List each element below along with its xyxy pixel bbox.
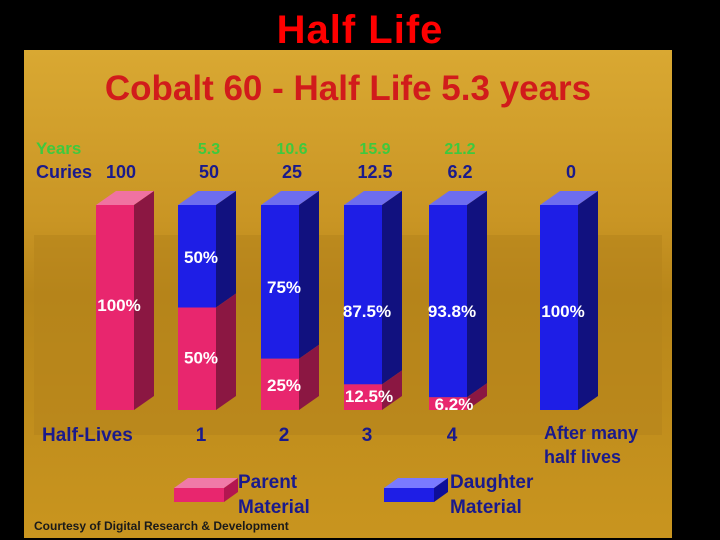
bar-top-4: [429, 191, 487, 205]
curies-value-2: 25: [282, 162, 302, 182]
bar-parent-side-3: [382, 370, 402, 410]
bar-parent-side-4: [467, 383, 487, 410]
bar-parent-side-0: [134, 191, 154, 410]
bar-top-2: [261, 191, 319, 205]
daughter-label-1: 50%: [184, 248, 218, 267]
bar-parent-4: [429, 397, 467, 410]
bar-daughter-side-1: [216, 191, 236, 308]
category-label-5-line1: After many: [544, 423, 638, 443]
bar-column-1: [178, 191, 236, 410]
curies-value-4: 6.2: [447, 162, 472, 182]
parent-label-4: 6.2%: [435, 395, 474, 414]
slide-title: Half Life: [276, 8, 444, 52]
curies-value-5: 0: [566, 162, 576, 182]
labels-layer: 100 100% 5.3 50 50% 50% 1 10.6 25 75% 25% 2 15.9 12.5…: [97, 141, 638, 467]
daughter-label-2: 75%: [267, 278, 301, 297]
parent-label-2: 25%: [267, 376, 301, 395]
curies-value-0: 100: [106, 162, 136, 182]
bar-column-0: [96, 191, 154, 410]
bar-daughter-side-2: [299, 191, 319, 359]
chart-title: Cobalt 60 - Half Life 5.3 years: [105, 69, 591, 108]
bar-parent-2: [261, 358, 299, 410]
bar-column-3: [344, 191, 402, 410]
bar-parent-side-1: [216, 293, 236, 410]
years-value-3: 15.9: [359, 141, 390, 158]
bar-top-5: [540, 191, 598, 205]
bar-top-1: [178, 191, 236, 205]
parent-label-1: 50%: [184, 349, 218, 368]
bar-parent-1: [178, 307, 216, 410]
curies-value-1: 50: [199, 162, 219, 182]
legend-swatch-daughter: [384, 478, 448, 502]
chart-figure: Cobalt 60 - Half Life 5.3 years Years Cu…: [24, 50, 672, 538]
bar-daughter-side-3: [382, 191, 402, 385]
bar-column-4: [429, 191, 487, 410]
bar-daughter-1: [178, 205, 216, 308]
curies-value-3: 12.5: [357, 162, 392, 182]
legend-label-parent-line1: Parent: [238, 472, 298, 493]
parent-label-0: 100%: [97, 296, 140, 315]
category-label-3: 3: [362, 425, 373, 446]
years-value-4: 21.2: [444, 141, 475, 158]
bar-parent-3: [344, 384, 382, 410]
category-label-2: 2: [279, 425, 290, 446]
half-lives-row-label: Half-Lives: [42, 425, 133, 446]
bars-layer: [96, 191, 598, 410]
bar-daughter-side-4: [467, 191, 487, 398]
bar-top-0: [96, 191, 154, 205]
legend-label-daughter-line2: Material: [450, 497, 522, 518]
bar-parent-0: [96, 205, 134, 410]
bar-parent-side-2: [299, 344, 319, 410]
bar-daughter-side-5: [578, 191, 598, 410]
daughter-label-4: 93.8%: [428, 302, 476, 321]
bar-daughter-2: [261, 205, 299, 359]
bar-column-2: [261, 191, 319, 410]
legend-label-daughter-line1: Daughter: [450, 472, 534, 493]
chart-svg: Cobalt 60 - Half Life 5.3 years Years Cu…: [24, 50, 672, 538]
credit-text: Courtesy of Digital Research & Developme…: [34, 519, 289, 533]
bar-daughter-3: [344, 205, 382, 385]
bar-column-5: [540, 191, 598, 410]
category-label-4: 4: [447, 425, 458, 446]
category-label-5-line2: half lives: [544, 447, 621, 467]
years-row-label: Years: [36, 139, 81, 158]
legend-label-parent-line2: Material: [238, 497, 310, 518]
years-value-1: 5.3: [198, 141, 220, 158]
category-label-1: 1: [196, 425, 207, 446]
bar-daughter-5: [540, 205, 578, 410]
curies-row-label: Curies: [36, 162, 92, 182]
daughter-label-5: 100%: [541, 302, 584, 321]
daughter-label-3: 87.5%: [343, 302, 391, 321]
legend-swatch-parent: [174, 478, 238, 502]
years-value-2: 10.6: [276, 141, 307, 158]
bar-top-3: [344, 191, 402, 205]
legend: Parent Material Daughter Material: [174, 472, 534, 518]
bar-daughter-4: [429, 205, 467, 398]
parent-label-3: 12.5%: [345, 387, 393, 406]
